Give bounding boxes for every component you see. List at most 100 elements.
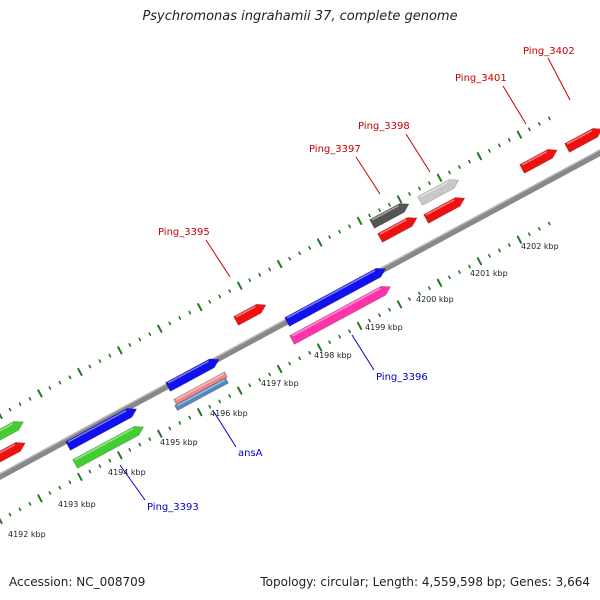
upper-track-tick bbox=[28, 396, 32, 401]
upper-track-tick bbox=[88, 364, 92, 369]
lower-track-tick bbox=[448, 275, 451, 280]
labels: 4192 kbp 4193 kbp 4194 kbp 4195 kbp 4196 kbp… bbox=[8, 46, 575, 539]
lower-track-tick bbox=[298, 356, 302, 361]
upper-track-tick bbox=[18, 402, 22, 407]
gene-ping3401 bbox=[519, 149, 558, 174]
lower-track-tick bbox=[228, 394, 232, 398]
leader-line bbox=[213, 411, 237, 448]
gene-label: Ping_3401 bbox=[455, 73, 507, 84]
gene-ping3396-bevel bbox=[291, 287, 381, 337]
upper-track-tick bbox=[328, 235, 331, 239]
genome-title: Psychromonas ingrahamii 37, complete gen… bbox=[142, 9, 458, 24]
lower-track-tick bbox=[117, 451, 123, 460]
gene-ping3396 bbox=[289, 285, 392, 345]
upper-track-tick bbox=[476, 152, 483, 161]
upper-track-tick bbox=[468, 159, 471, 164]
lower-track-tick bbox=[537, 227, 541, 231]
leader-line bbox=[355, 156, 381, 195]
lower-track-tick bbox=[338, 334, 341, 339]
leader-line bbox=[405, 133, 431, 173]
gene-left-red bbox=[0, 442, 26, 463]
gene-ping3398-red-bevel bbox=[425, 199, 455, 216]
gene-left-red-bevel bbox=[0, 444, 16, 454]
upper-track-tick bbox=[228, 289, 232, 293]
gene-ping3393-blue-bevel bbox=[67, 409, 127, 443]
gene-ping3398-red bbox=[423, 197, 466, 224]
lower-track-tick bbox=[476, 257, 483, 266]
upper-track-tick bbox=[148, 332, 152, 336]
gene-label: Ping_3398 bbox=[358, 121, 410, 132]
lower-track-tick bbox=[408, 297, 411, 301]
lower-track-tick bbox=[18, 507, 22, 512]
gene-label: Ping_3402 bbox=[523, 46, 575, 57]
gene-ping3402 bbox=[564, 128, 600, 153]
gene-ping3397-bevel bbox=[379, 219, 407, 235]
gene-label: ansA bbox=[238, 448, 263, 459]
gene-ping3397 bbox=[377, 217, 418, 243]
upper-track-tick bbox=[428, 181, 431, 186]
upper-track-tick bbox=[378, 208, 381, 212]
upper-track-tick bbox=[356, 216, 363, 225]
gene-label: Ping_3396 bbox=[376, 372, 428, 383]
lower-track-tick bbox=[48, 491, 52, 495]
lower-track-tick bbox=[208, 404, 212, 409]
topology-summary: Topology: circular; Length: 4,559,598 bp… bbox=[260, 575, 590, 589]
lower-track-tick bbox=[268, 372, 272, 377]
upper-track-tick bbox=[308, 246, 311, 250]
tick-label: 4194 kbp bbox=[108, 468, 146, 477]
gene-dark-gray bbox=[369, 203, 410, 229]
tick-label: 4193 kbp bbox=[58, 500, 96, 509]
leader-line bbox=[547, 57, 571, 101]
upper-track-tick bbox=[288, 256, 292, 261]
lower-track-tick bbox=[378, 313, 381, 317]
tick-label: 4199 kbp bbox=[365, 323, 403, 332]
lower-track-tick bbox=[388, 307, 391, 312]
lower-track-tick bbox=[418, 291, 421, 296]
gene-left-green bbox=[0, 421, 24, 441]
leader-line bbox=[502, 85, 527, 125]
gene-ping3401-bevel bbox=[521, 151, 548, 166]
tick-label: 4192 kbp bbox=[8, 530, 46, 539]
lower-track-tick bbox=[88, 469, 92, 474]
upper-track-tick bbox=[208, 299, 212, 304]
upper-track-tick bbox=[138, 337, 142, 342]
lower-track-tick bbox=[436, 278, 443, 287]
upper-track-tick bbox=[117, 346, 123, 355]
lower-track-tick bbox=[58, 485, 62, 490]
gene-label: Ping_3393 bbox=[147, 502, 199, 513]
tick-label: 4197 kbp bbox=[261, 379, 299, 388]
gene-ansA bbox=[174, 377, 229, 412]
lower-track-tick bbox=[508, 243, 511, 247]
lower-track-tick bbox=[98, 464, 102, 468]
lower-track-tick bbox=[288, 361, 292, 366]
upper-track-tick bbox=[98, 359, 102, 363]
upper-track-tick bbox=[0, 412, 3, 420]
lower-track-tick bbox=[68, 480, 72, 485]
lower-track-tick bbox=[516, 235, 523, 244]
gene-ping3402-bevel bbox=[566, 130, 593, 145]
upper-track-tick bbox=[178, 316, 182, 320]
lower-track-tick bbox=[356, 321, 363, 330]
leader-line bbox=[205, 239, 231, 278]
upper-track-tick bbox=[268, 267, 272, 272]
upper-track-tick bbox=[128, 343, 132, 347]
lower-track-tick bbox=[368, 318, 371, 323]
lower-track-tick bbox=[188, 415, 192, 420]
gene-label: Ping_3397 bbox=[309, 144, 361, 155]
gene-ping3395-bevel bbox=[235, 305, 256, 318]
lower-track-tick bbox=[128, 448, 132, 452]
upper-track-tick bbox=[348, 224, 351, 229]
upper-track-tick bbox=[48, 386, 52, 390]
lower-track-tick bbox=[468, 264, 471, 269]
lower-track-tick bbox=[488, 253, 491, 258]
lower-track-tick bbox=[396, 300, 403, 309]
upper-track-tick bbox=[248, 278, 252, 283]
lower-track-tick bbox=[108, 458, 112, 463]
upper-track-tick bbox=[237, 281, 243, 290]
accession-text: Accession: NC_008709 bbox=[9, 575, 146, 589]
lower-track-tick bbox=[498, 248, 501, 253]
lower-track-tick bbox=[178, 421, 182, 425]
gene-dark-gray-bevel bbox=[371, 205, 399, 221]
upper-track-tick bbox=[277, 259, 283, 269]
